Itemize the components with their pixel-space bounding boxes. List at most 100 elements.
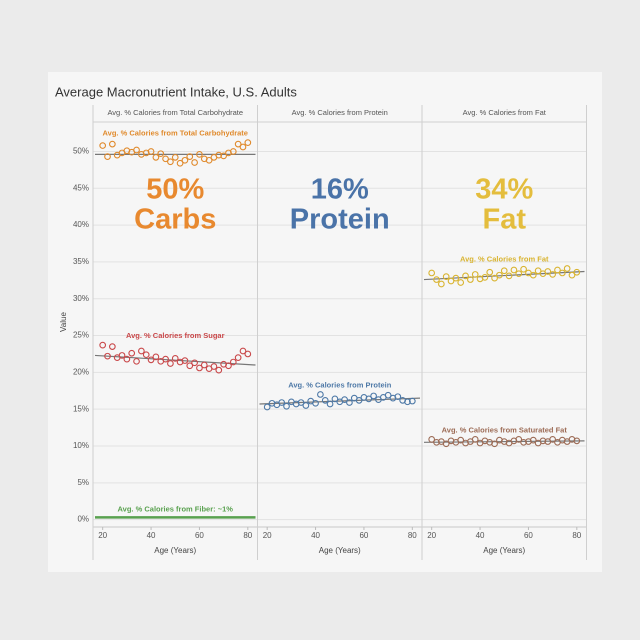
data-point	[496, 271, 503, 279]
series-label: Avg. % Calories from Protein	[288, 380, 391, 389]
data-point	[346, 399, 353, 406]
data-point	[278, 399, 286, 406]
data-point	[321, 396, 329, 404]
data-point	[544, 268, 552, 275]
data-point	[433, 276, 440, 283]
data-point	[471, 436, 479, 443]
data-point	[229, 148, 237, 155]
data-point	[162, 155, 169, 163]
data-point	[442, 273, 450, 280]
data-point	[283, 402, 290, 410]
data-point	[297, 399, 305, 406]
data-point	[147, 148, 155, 155]
data-point	[196, 151, 203, 158]
data-point	[471, 271, 479, 278]
data-point	[191, 359, 198, 367]
data-point	[109, 343, 116, 350]
data-point	[152, 153, 160, 161]
data-point	[263, 403, 271, 411]
data-point	[500, 267, 508, 275]
x-tick-label: 20	[263, 531, 272, 540]
data-point	[229, 358, 237, 366]
data-point	[239, 143, 247, 151]
y-tick-label: 25%	[73, 331, 89, 340]
data-point	[200, 361, 208, 369]
data-point	[341, 396, 348, 403]
data-point	[152, 353, 160, 361]
data-point	[447, 277, 455, 285]
headline: Fat	[483, 204, 527, 236]
data-point	[515, 436, 523, 443]
data-point	[331, 395, 339, 403]
y-tick-label: 35%	[73, 257, 89, 266]
data-point	[181, 156, 189, 164]
data-point	[142, 351, 150, 359]
trend-line	[423, 440, 585, 443]
headline: Protein	[290, 204, 390, 236]
data-point	[133, 146, 140, 154]
data-point	[534, 267, 542, 275]
data-point	[317, 391, 324, 398]
x-axis-label: Age (Years)	[154, 546, 196, 555]
data-point	[355, 396, 363, 404]
data-point	[225, 362, 232, 370]
data-point	[186, 153, 194, 160]
data-point	[234, 354, 242, 361]
data-point	[302, 402, 310, 409]
data-point	[138, 347, 145, 355]
data-point	[520, 265, 527, 273]
data-point	[408, 397, 416, 405]
y-tick-label: 10%	[73, 441, 89, 450]
data-point	[167, 158, 174, 166]
x-tick-label: 40	[147, 531, 156, 540]
data-point	[438, 280, 445, 288]
y-tick-label: 20%	[73, 367, 89, 376]
data-point	[481, 274, 489, 281]
data-point	[433, 438, 440, 446]
data-point	[404, 398, 411, 406]
data-point	[462, 272, 469, 280]
data-point	[486, 268, 494, 276]
data-point	[104, 352, 111, 360]
data-point	[244, 350, 252, 358]
data-point	[505, 272, 513, 280]
y-tick-label: 45%	[73, 183, 89, 192]
y-tick-label: 5%	[77, 478, 89, 487]
data-point	[171, 153, 179, 161]
data-point	[239, 347, 247, 355]
data-point	[157, 150, 165, 158]
data-point	[539, 437, 547, 445]
series-label: Avg. % Calories from Saturated Fat	[442, 425, 568, 434]
data-point	[491, 274, 498, 282]
y-axis-label: Value	[59, 312, 68, 332]
data-point	[205, 156, 213, 164]
x-tick-label: 20	[427, 531, 436, 540]
data-point	[394, 393, 402, 401]
data-point	[452, 274, 460, 282]
data-point	[215, 151, 223, 159]
data-point	[167, 360, 174, 367]
data-point	[370, 392, 377, 400]
data-point	[549, 271, 556, 278]
data-point	[573, 268, 581, 276]
x-tick-label: 60	[524, 531, 533, 540]
x-axis-label: Age (Years)	[483, 546, 525, 555]
data-point	[457, 279, 465, 286]
data-point	[515, 270, 523, 278]
data-point	[118, 352, 126, 359]
y-tick-label: 15%	[73, 404, 89, 413]
x-tick-label: 80	[572, 531, 581, 540]
data-point	[147, 356, 155, 364]
data-point	[529, 436, 537, 444]
data-point	[428, 269, 436, 277]
data-point	[428, 436, 436, 443]
series-label: Avg. % Calories from Sugar	[126, 331, 225, 340]
chart-background	[48, 72, 602, 572]
data-point	[549, 436, 556, 443]
data-point	[442, 440, 450, 448]
data-point	[191, 159, 198, 166]
y-tick-label: 50%	[73, 147, 89, 156]
data-point	[181, 357, 189, 364]
series-label: Avg. % Calories from Fat	[460, 255, 549, 264]
